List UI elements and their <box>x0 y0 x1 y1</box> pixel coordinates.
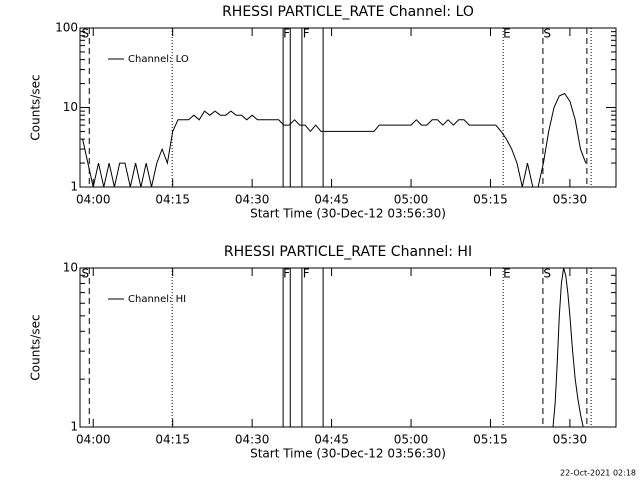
event-label: E <box>503 27 511 41</box>
data-line <box>552 268 584 427</box>
event-label: S <box>81 267 89 281</box>
x-tick-label: 04:00 <box>76 433 111 447</box>
data-line <box>82 92 587 187</box>
event-label: S <box>543 267 551 281</box>
x-tick-label: 05:30 <box>553 433 588 447</box>
x-tick-label: 05:15 <box>473 433 508 447</box>
legend-label: Channel: HI <box>128 294 186 305</box>
y-tick-label: 100 <box>55 21 78 35</box>
x-axis-label: Start Time (30-Dec-12 03:56:30) <box>250 207 446 221</box>
x-tick-label: 05:00 <box>394 433 429 447</box>
chart-title: RHESSI PARTICLE_RATE Channel: HI <box>224 244 472 260</box>
timestamp: 22-Oct-2021 02:18 <box>560 469 636 478</box>
x-tick-label: 04:15 <box>155 433 190 447</box>
event-label: S <box>543 27 551 41</box>
x-tick-label: 05:00 <box>394 193 429 207</box>
y-axis-label: Counts/sec <box>29 74 43 140</box>
event-label: S <box>81 27 89 41</box>
chart-title: RHESSI PARTICLE_RATE Channel: LO <box>222 4 474 20</box>
x-tick-label: 04:45 <box>314 193 349 207</box>
plot-frame <box>79 267 617 428</box>
x-tick-label: 04:00 <box>76 193 111 207</box>
x-tick-label: 05:15 <box>473 193 508 207</box>
x-tick-label: 04:30 <box>235 433 270 447</box>
event-label: F <box>303 27 310 41</box>
legend-label: Channel: LO <box>128 54 189 65</box>
x-axis-label: Start Time (30-Dec-12 03:56:30) <box>250 447 446 461</box>
x-tick-label: 05:30 <box>553 193 588 207</box>
event-label: F <box>283 27 290 41</box>
plot-frame <box>79 27 617 188</box>
y-tick-label: 1 <box>70 180 78 194</box>
y-tick-label: 1 <box>70 420 78 434</box>
y-tick-label: 10 <box>63 261 78 275</box>
event-label: F <box>303 267 310 281</box>
event-label: F <box>283 267 290 281</box>
y-axis-label: Counts/sec <box>29 314 43 380</box>
x-tick-label: 04:45 <box>314 433 349 447</box>
y-tick-label: 10 <box>63 100 78 114</box>
x-tick-label: 04:30 <box>235 193 270 207</box>
x-tick-label: 04:15 <box>155 193 190 207</box>
event-label: E <box>503 267 511 281</box>
